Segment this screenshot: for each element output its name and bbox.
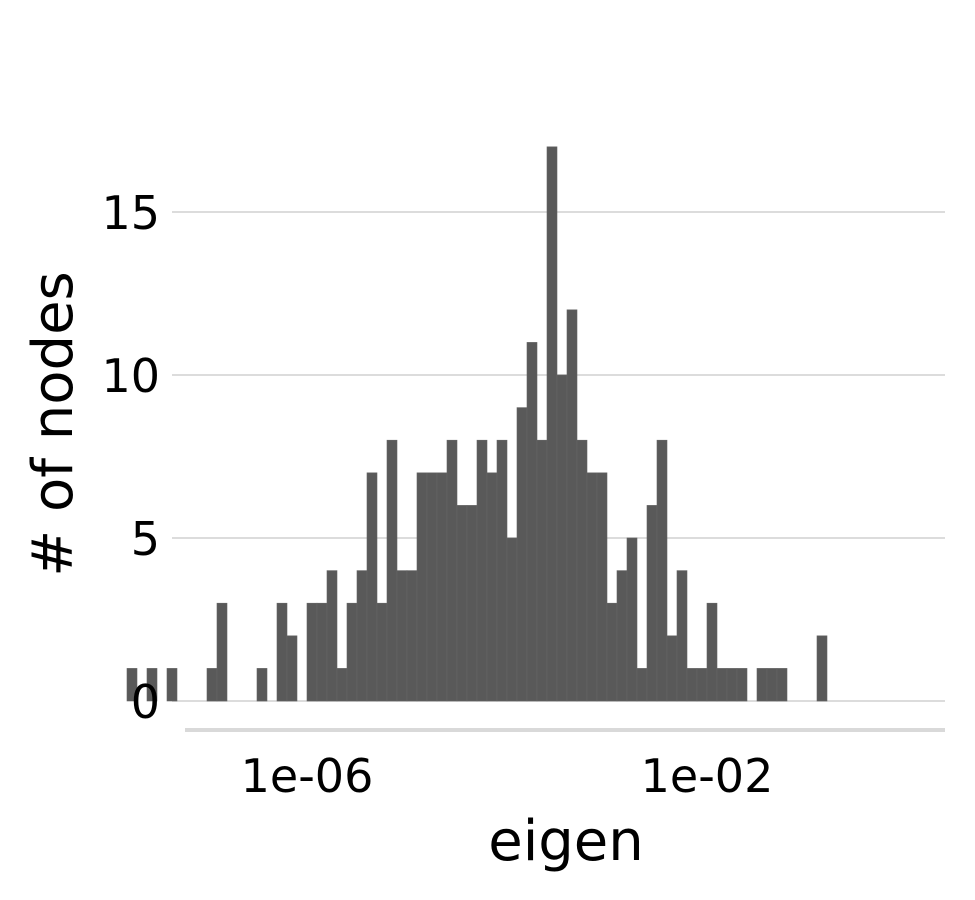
histogram-bar [406, 570, 418, 702]
y-tick-label: 0 [131, 675, 160, 729]
histogram-bar [166, 668, 178, 702]
x-tick-label: 1e-02 [641, 749, 774, 803]
histogram-bar [776, 668, 788, 702]
histogram-bar [546, 146, 558, 702]
histogram-bar [646, 505, 658, 702]
histogram-bar [316, 602, 328, 702]
histogram-bar [466, 505, 478, 702]
histogram-bar [436, 472, 448, 702]
x-tick-labels: 1e-06 1e-02 [241, 749, 774, 803]
histogram-bar [706, 602, 718, 702]
histogram-bar [536, 439, 548, 702]
histogram-bar [726, 668, 738, 702]
histogram-bar [686, 668, 698, 702]
histogram-bars [126, 146, 828, 702]
histogram-bar [666, 635, 678, 702]
y-tick-labels: 0 5 10 15 [101, 186, 160, 729]
histogram-bar [346, 602, 358, 702]
histogram-bar [716, 668, 728, 702]
histogram-bar [526, 342, 538, 702]
histogram-bar [386, 439, 398, 702]
histogram-bar [456, 505, 468, 702]
histogram-bar [596, 472, 608, 702]
histogram-bar [286, 635, 298, 702]
histogram-bar [626, 537, 638, 702]
histogram-bar [736, 668, 748, 702]
histogram-bar [506, 537, 518, 702]
histogram-bar [126, 668, 138, 702]
histogram-bar [556, 374, 568, 702]
histogram-bar [586, 472, 598, 702]
histogram-bar [146, 668, 158, 702]
histogram-bar [396, 570, 408, 702]
y-tick-label: 5 [131, 512, 160, 566]
histogram-bar [366, 472, 378, 702]
histogram-bar [676, 570, 688, 702]
x-tick-label: 1e-06 [241, 749, 374, 803]
histogram-bar [486, 472, 498, 702]
histogram-bar [496, 439, 508, 702]
histogram-bar [606, 602, 618, 702]
histogram-bar [416, 472, 428, 702]
histogram-bar [426, 472, 438, 702]
histogram-bar [616, 570, 628, 702]
y-axis-title: # of nodes [21, 271, 86, 576]
histogram-bar [276, 602, 288, 702]
y-tick-label: 10 [101, 349, 160, 403]
histogram-bar [336, 668, 348, 702]
histogram-bar [376, 602, 388, 702]
histogram-bar [656, 439, 668, 702]
histogram-bar [766, 668, 778, 702]
histogram-bar [326, 570, 338, 702]
histogram-bar [306, 602, 318, 702]
histogram-bar [206, 668, 218, 702]
histogram-bar [446, 439, 458, 702]
histogram-bar [636, 668, 648, 702]
histogram-bar [576, 439, 588, 702]
x-axis-title: eigen [488, 809, 644, 874]
histogram-bar [256, 668, 268, 702]
histogram-bar [696, 668, 708, 702]
histogram-bar [756, 668, 768, 702]
histogram-bar [356, 570, 368, 702]
y-tick-label: 15 [101, 186, 160, 240]
histogram-bar [566, 309, 578, 702]
histogram-bar [816, 635, 828, 702]
histogram-bar [476, 439, 488, 702]
histogram-bar [516, 407, 528, 702]
histogram-bar [216, 602, 228, 702]
